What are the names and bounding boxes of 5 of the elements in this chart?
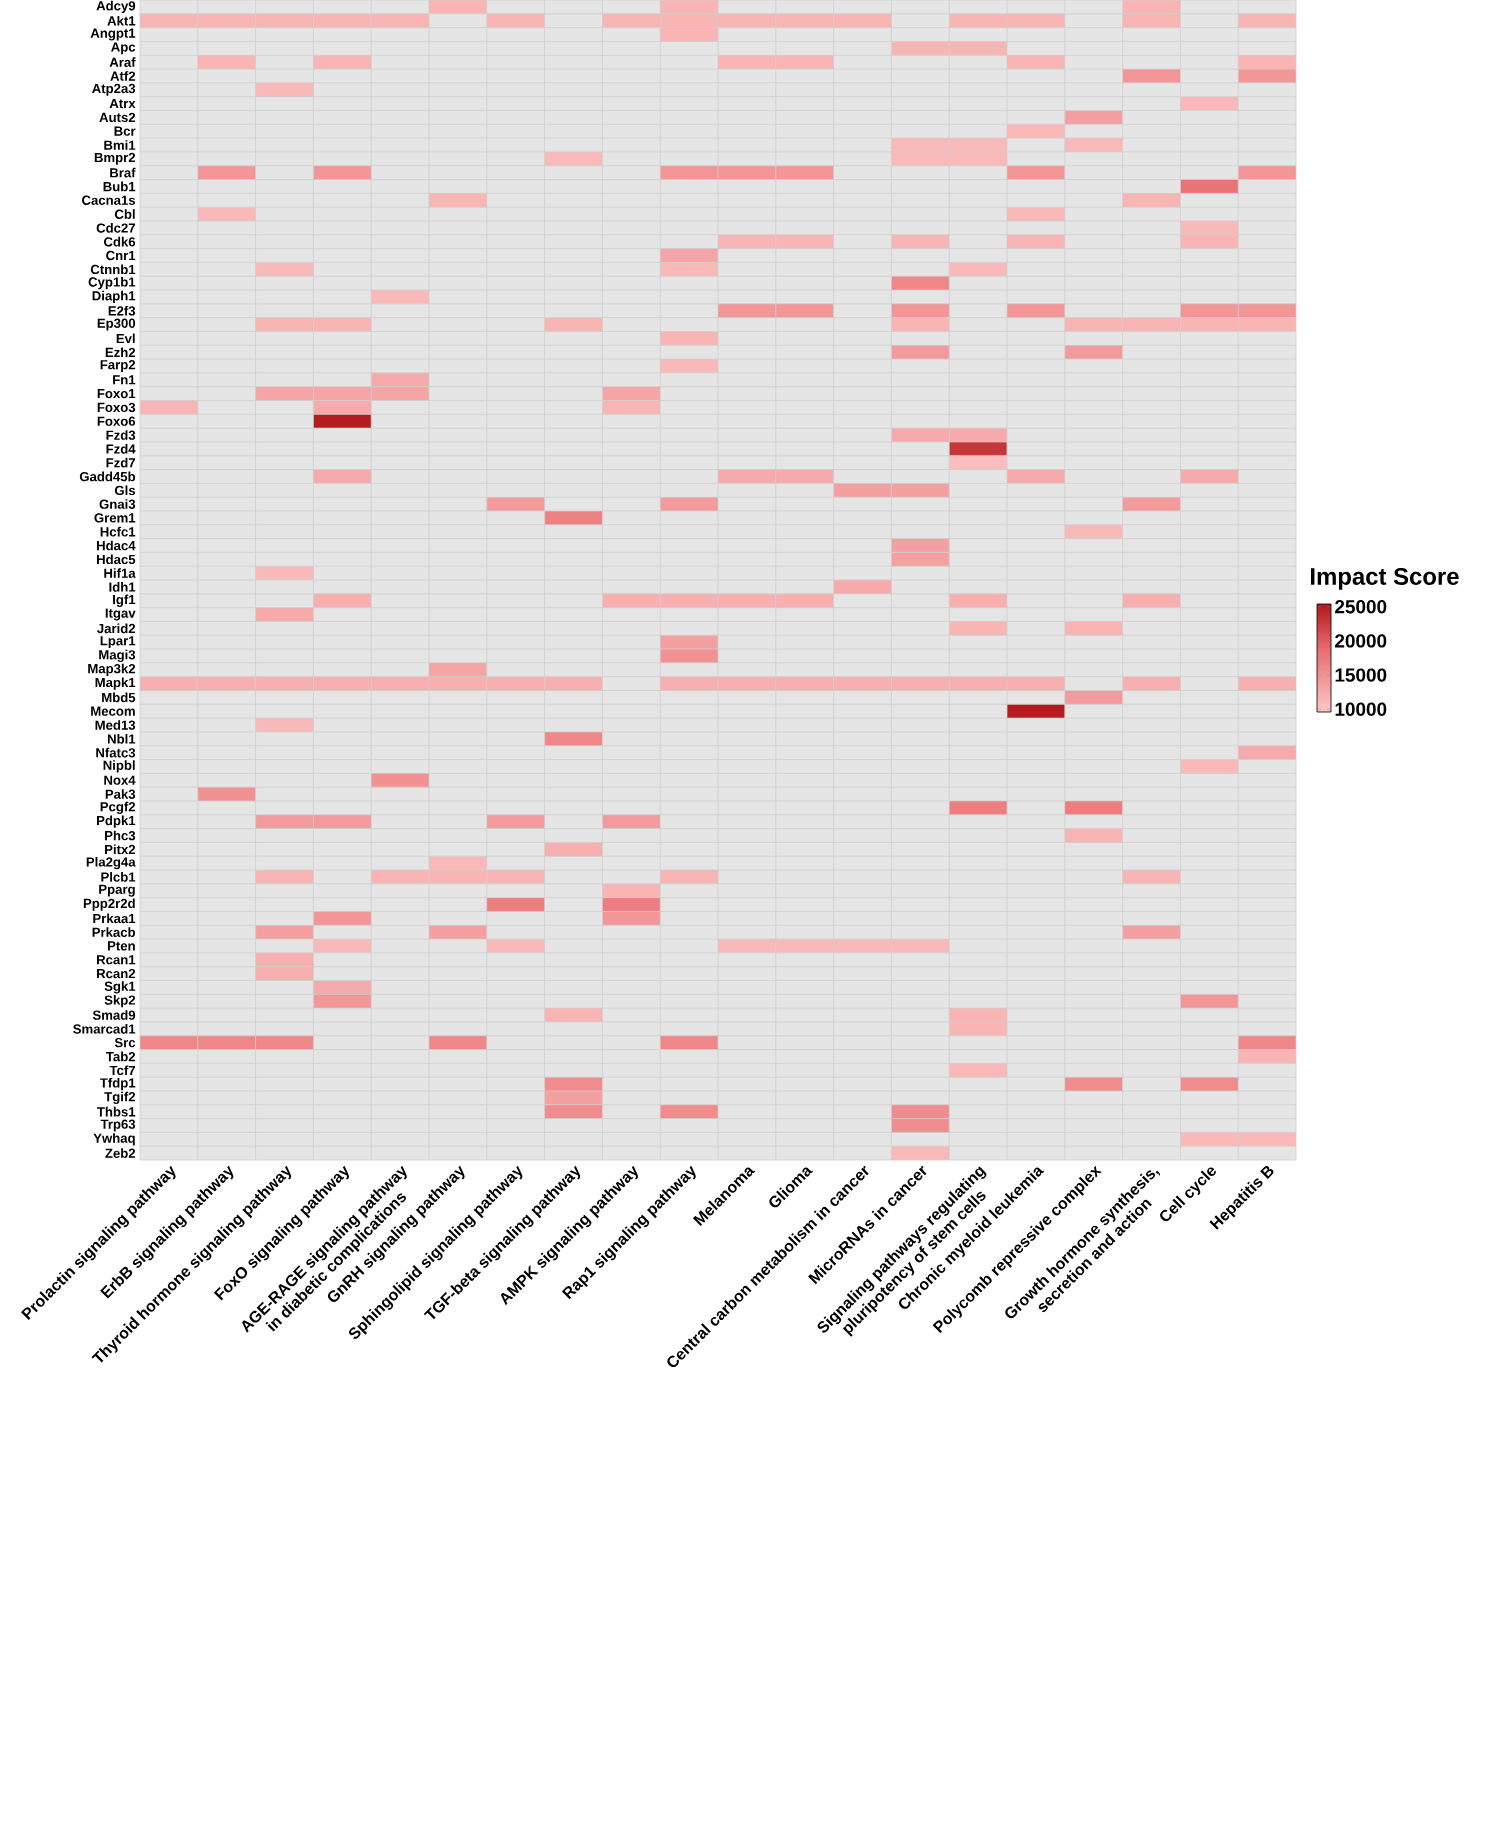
- color-bar-label: 15000: [1335, 668, 1387, 682]
- color-bar-label: 25000: [1335, 600, 1387, 614]
- color-bar-title: Impact Score: [1311, 567, 1459, 590]
- color-bar-label: 20000: [1335, 634, 1387, 648]
- color-bar-label: 10000: [1335, 702, 1387, 716]
